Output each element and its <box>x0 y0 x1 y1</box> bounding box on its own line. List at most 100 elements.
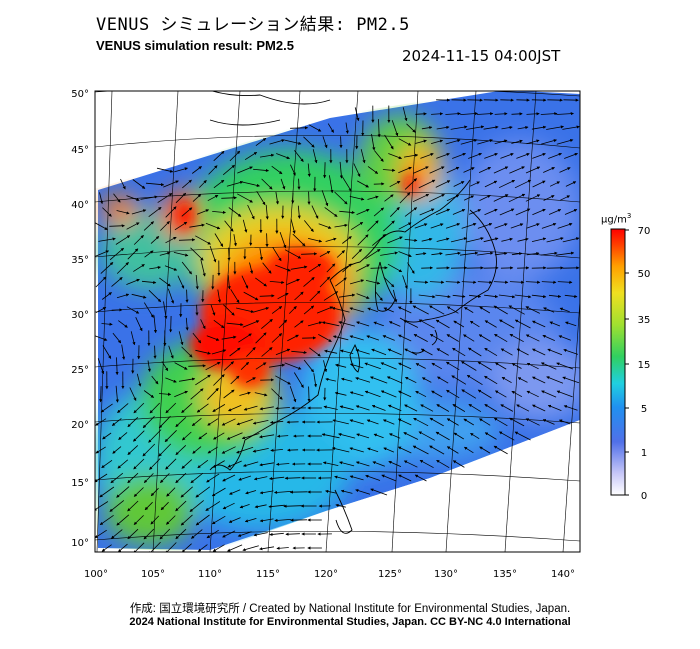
wind-arrow <box>115 385 119 403</box>
wind-arrow <box>243 291 259 301</box>
wind-arrow <box>290 126 309 130</box>
copyright-line: 2024 National Institute for Environmenta… <box>129 616 571 628</box>
wind-arrow <box>525 280 541 284</box>
wind-arrow <box>174 362 188 370</box>
wind-arrow <box>365 249 381 259</box>
wind-arrow <box>271 333 283 343</box>
wind-arrow <box>389 180 401 188</box>
wind-arrow <box>356 264 370 272</box>
wind-arrow <box>207 446 218 454</box>
wind-arrow <box>476 251 494 256</box>
wind-arrow <box>531 125 547 130</box>
wind-arrow <box>121 344 126 360</box>
wind-arrow <box>97 358 105 375</box>
wind-arrow <box>196 403 209 413</box>
wind-arrow <box>383 220 395 232</box>
wind-arrow <box>543 195 555 201</box>
wind-arrow <box>285 532 300 536</box>
wind-arrow <box>276 434 289 438</box>
wind-arrow <box>165 236 177 244</box>
wind-arrow <box>476 112 494 116</box>
wind-arrow <box>318 334 332 342</box>
wind-arrow <box>514 431 531 441</box>
wind-arrow <box>436 125 450 130</box>
wind-arrow <box>397 446 412 454</box>
wind-arrow <box>350 221 364 231</box>
wind-arrow <box>364 390 381 398</box>
wind-arrow <box>198 432 208 440</box>
wind-arrow <box>95 307 107 313</box>
wind-arrow <box>436 348 449 356</box>
wind-arrow <box>429 445 445 455</box>
wind-arrow <box>468 209 482 215</box>
wind-arrow <box>484 375 498 385</box>
wind-arrow <box>190 472 204 484</box>
wind-arrow <box>540 251 558 256</box>
wind-arrow <box>212 404 226 412</box>
wind-arrow <box>559 307 570 313</box>
wind-arrow <box>151 375 159 385</box>
wind-arrow <box>175 445 187 456</box>
wind-arrow <box>509 280 525 284</box>
wind-arrow <box>349 391 364 397</box>
wind-arrow <box>415 390 427 398</box>
wind-arrow <box>388 153 402 160</box>
wind-arrow <box>311 205 319 219</box>
wind-arrow <box>374 291 383 301</box>
wind-arrow <box>112 332 122 344</box>
wind-arrow <box>564 209 578 215</box>
wind-arrow <box>477 139 493 145</box>
wind-arrow <box>413 280 429 284</box>
wind-arrow <box>556 112 574 116</box>
wind-arrow <box>461 389 477 399</box>
wind-arrow <box>259 153 275 158</box>
wind-arrow <box>325 377 336 382</box>
wind-arrow <box>414 223 428 229</box>
wind-arrow <box>252 448 269 453</box>
wind-arrow <box>226 322 244 327</box>
wind-arrow <box>325 489 337 494</box>
wind-arrow <box>303 359 314 373</box>
wind-arrow <box>526 251 540 256</box>
wind-arrow <box>339 405 354 411</box>
wind-arrow <box>228 207 242 217</box>
wind-arrow <box>261 318 273 330</box>
wind-arrow <box>429 280 445 284</box>
wind-arrow <box>345 122 349 134</box>
wind-arrow <box>463 334 475 342</box>
wind-arrow <box>525 194 541 202</box>
wind-arrow <box>355 489 371 495</box>
wind-arrow <box>414 474 427 482</box>
wind-arrow <box>95 335 108 341</box>
wind-arrow <box>241 433 260 440</box>
wind-arrow <box>445 223 461 229</box>
wind-arrow <box>452 294 466 298</box>
wind-arrow <box>421 126 433 130</box>
wind-arrow <box>207 418 219 426</box>
wind-arrow <box>445 251 461 256</box>
wind-arrow <box>403 432 419 440</box>
wind-arrow <box>127 472 139 484</box>
wind-arrow <box>388 321 401 327</box>
wind-arrow <box>255 137 267 147</box>
wind-arrow <box>508 305 525 315</box>
wind-arrow <box>286 278 300 286</box>
lat-label: 25° <box>71 365 89 376</box>
wind-arrow <box>95 501 109 511</box>
wind-arrow <box>213 432 225 440</box>
wind-arrow <box>445 139 461 145</box>
wind-arrow <box>222 164 235 176</box>
wind-arrow <box>484 153 498 159</box>
wind-arrow <box>133 402 145 414</box>
wind-arrow <box>494 223 508 229</box>
wind-arrow <box>339 349 354 354</box>
wind-arrow <box>532 376 546 384</box>
wind-arrow <box>459 251 479 256</box>
wind-arrow <box>446 306 459 314</box>
wind-arrow <box>169 315 173 333</box>
wind-arrow <box>223 304 235 316</box>
wind-arrow <box>399 192 411 204</box>
wind-arrow <box>445 280 461 284</box>
wind-arrow <box>338 293 356 298</box>
wind-arrow <box>143 528 155 540</box>
